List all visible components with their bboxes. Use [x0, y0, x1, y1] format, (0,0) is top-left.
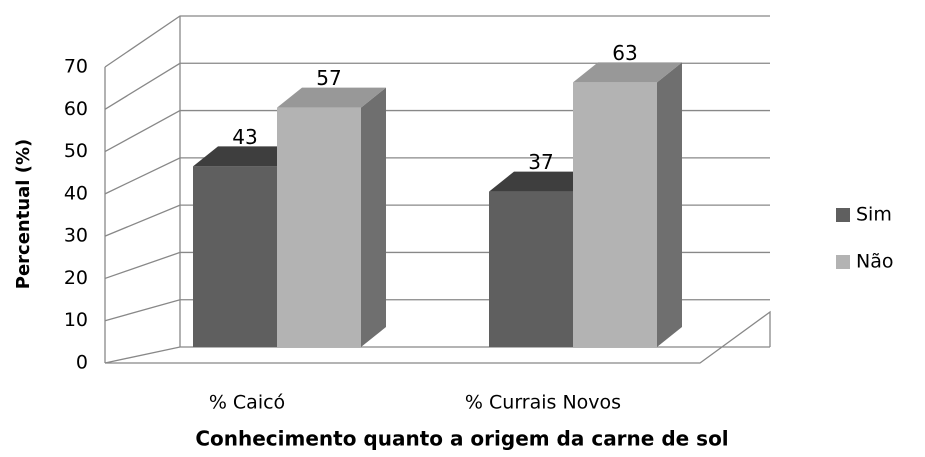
y-tick-label: 40 [64, 182, 88, 204]
grid-line [104, 346, 770, 364]
grid-line [104, 15, 770, 68]
bar-side [657, 62, 682, 348]
bar-top [489, 171, 598, 192]
data-label: 43 [232, 125, 257, 149]
bar [489, 191, 573, 347]
data-label: 37 [528, 150, 553, 174]
y-tick-label: 50 [64, 140, 88, 162]
y-tick-label: 30 [64, 225, 88, 247]
bar-side [361, 87, 386, 347]
data-label: 57 [316, 66, 341, 90]
y-tick-label: 0 [76, 352, 88, 374]
bar [277, 107, 361, 347]
y-tick-label: 70 [64, 56, 88, 78]
bar [573, 82, 657, 348]
y-tick-label: 20 [64, 267, 88, 289]
floor [105, 310, 771, 364]
y-tick-label: 60 [64, 98, 88, 120]
bar-top [277, 87, 386, 108]
x-tick-label: % Currais Novos [465, 392, 621, 414]
y-axis-title: Percentual (%) [13, 139, 34, 289]
legend-swatch [836, 208, 850, 222]
data-label: 63 [612, 41, 637, 65]
legend-label: Não [856, 251, 893, 273]
legend-label: Sim [856, 204, 892, 226]
bar [193, 166, 277, 347]
bar-top [573, 62, 682, 83]
x-axis-title: Conhecimento quanto a origem da carne de… [195, 427, 728, 451]
legend-swatch [836, 255, 850, 269]
bar-top [193, 146, 302, 167]
x-tick-label: % Caicó [209, 392, 285, 414]
y-tick-label: 10 [64, 309, 88, 331]
